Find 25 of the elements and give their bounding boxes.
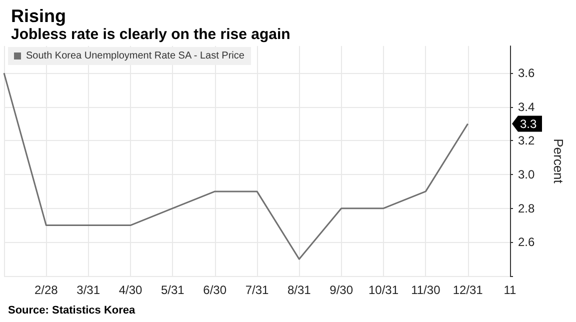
legend-label: South Korea Unemployment Rate SA - Last Price <box>26 50 245 62</box>
x-tick-label: 11 <box>504 283 517 297</box>
y-tick-label: 2.8 <box>518 201 536 216</box>
annotation: 3.3 <box>520 116 538 131</box>
x-tick-label: 5/31 <box>160 283 185 297</box>
y-tick-label: 3.6 <box>518 66 536 80</box>
x-tick-label: 11/30 <box>411 283 441 297</box>
line-series <box>3 72 469 260</box>
y-tick-label: 3.0 <box>518 168 536 182</box>
x-tick-label: 9/30 <box>330 283 354 297</box>
x-tick-label: 2/28 <box>34 283 58 297</box>
y-tick-label: 2.6 <box>518 235 536 250</box>
y-tick-label: 3.2 <box>518 134 536 148</box>
x-tick-label: 7/31 <box>245 283 269 297</box>
x-tick-label: 4/30 <box>118 283 142 297</box>
source-note: Source: Statistics Korea <box>8 304 136 316</box>
y-tick-label: 3.4 <box>518 100 536 114</box>
x-tick-label: 10/31 <box>368 283 399 297</box>
chart-title: Rising <box>11 6 66 26</box>
chart-subtitle: Jobless rate is clearly on the rise again <box>11 26 290 43</box>
y-axis-title: Percent <box>551 138 566 184</box>
x-tick-label: 6/30 <box>203 283 227 297</box>
x-tick-label: 8/31 <box>287 283 312 297</box>
x-tick-label: 12/31 <box>452 283 484 297</box>
x-tick-label: 3/31 <box>76 283 100 297</box>
